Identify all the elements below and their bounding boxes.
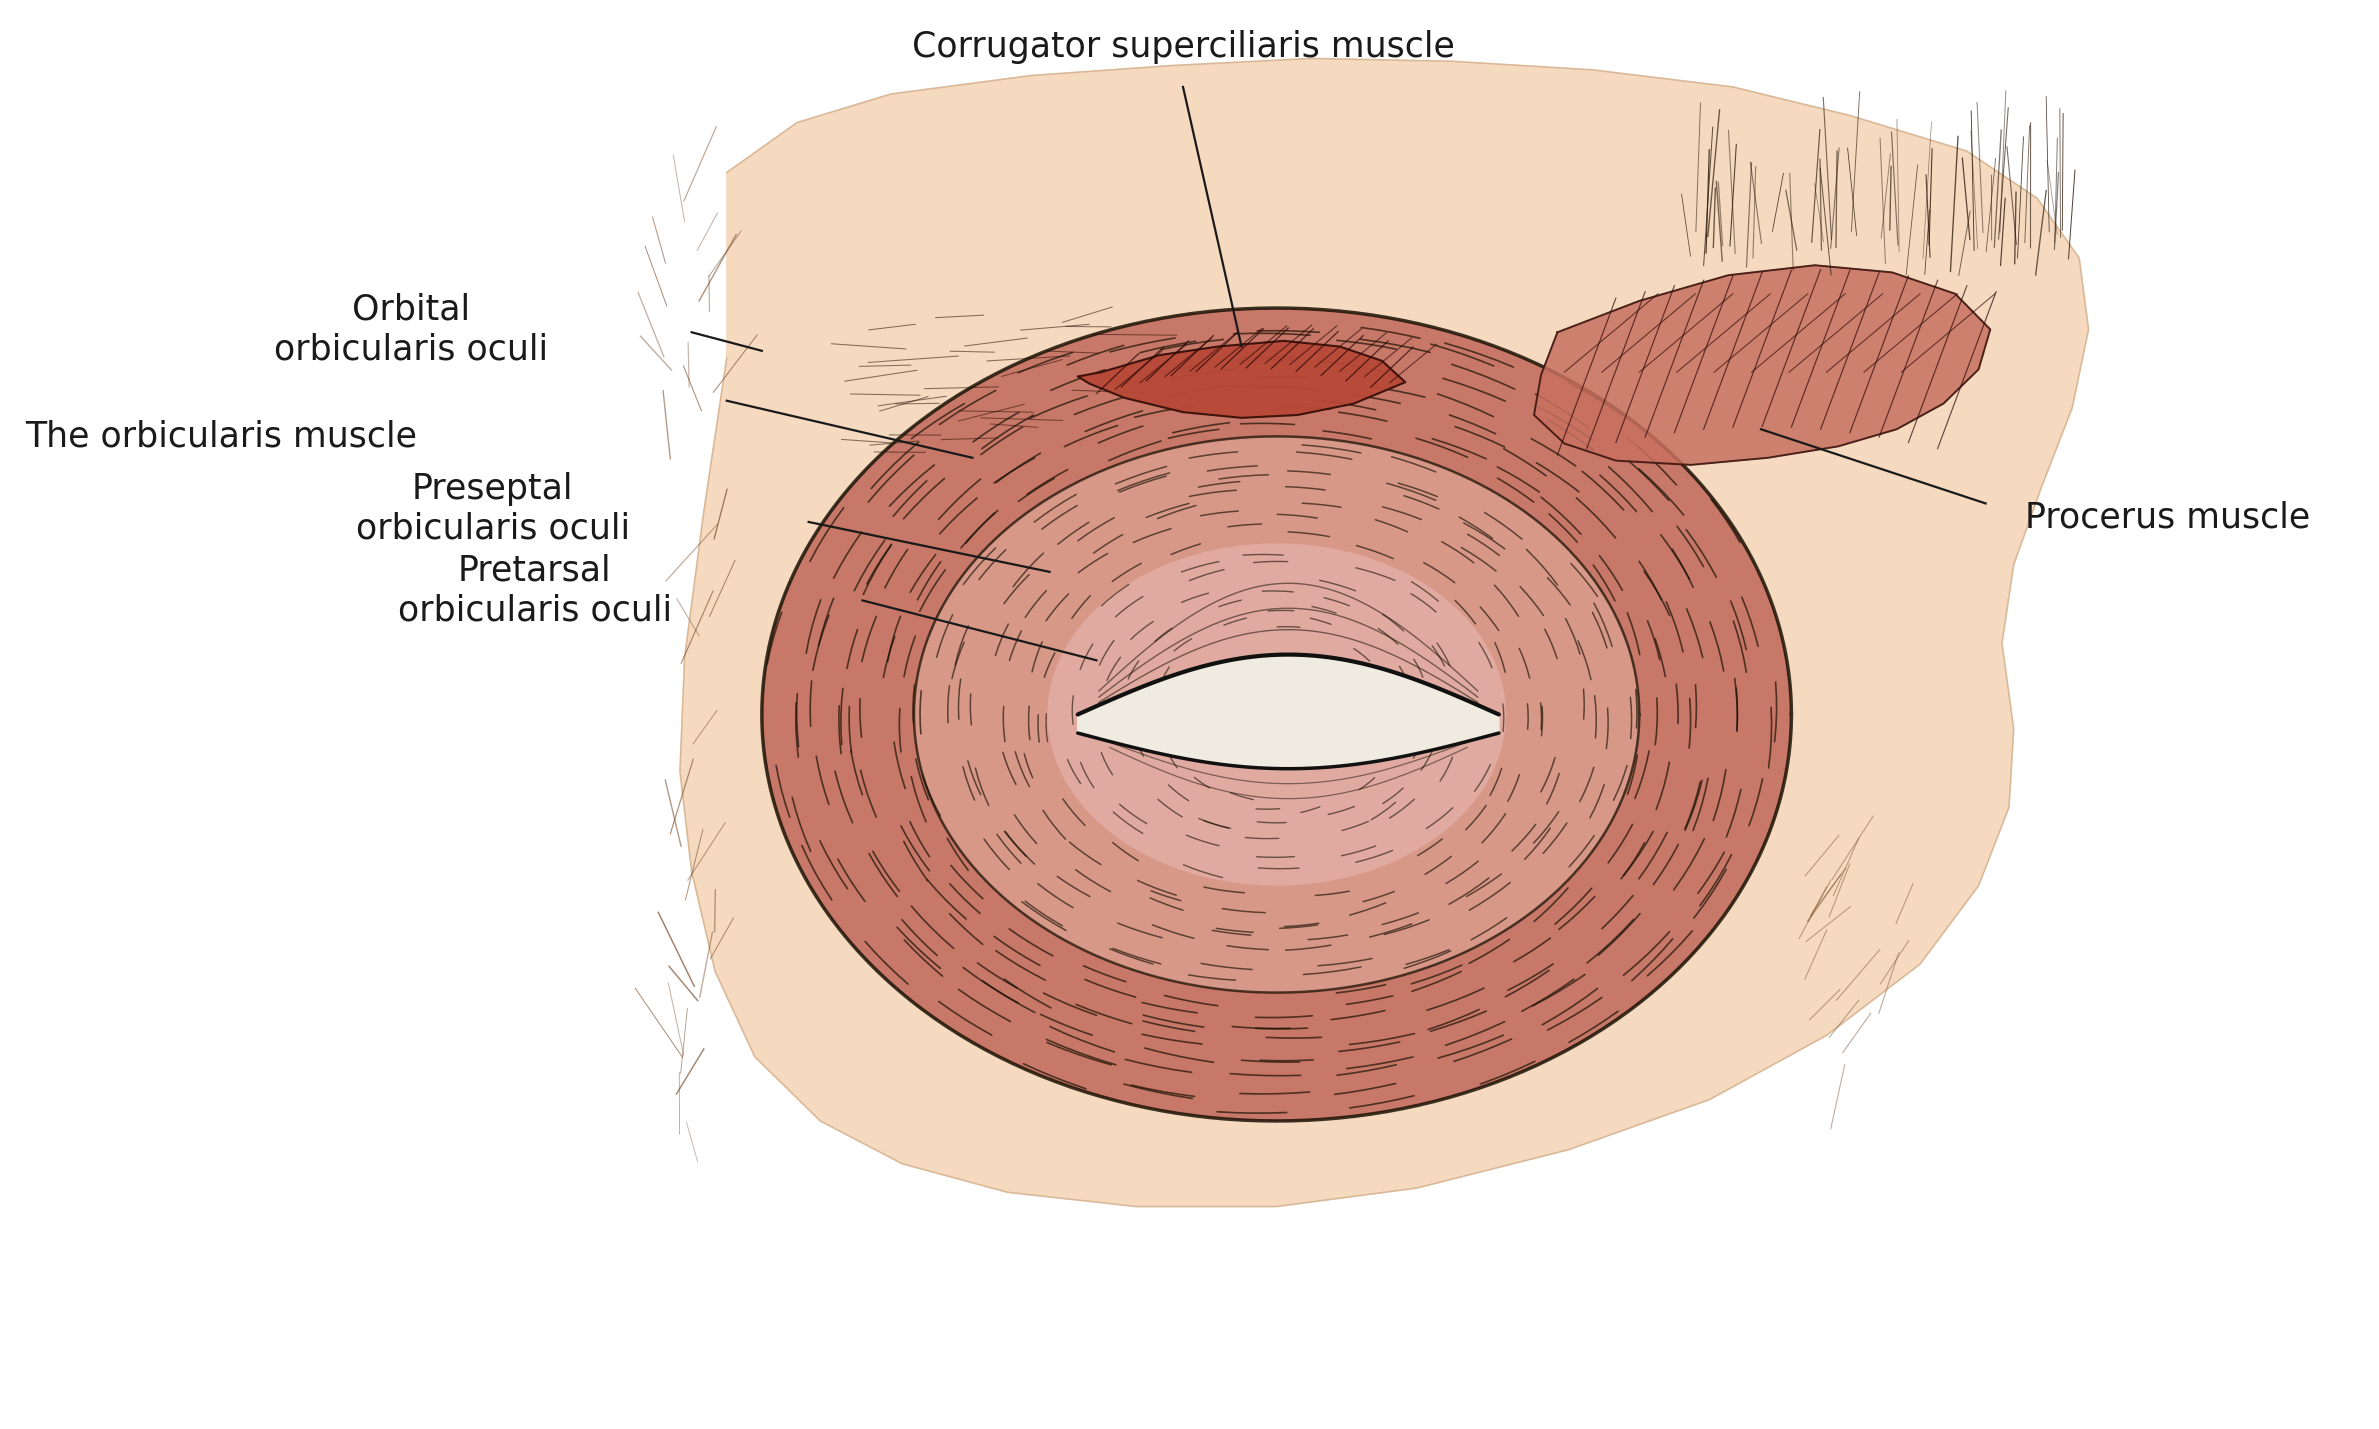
- Polygon shape: [1534, 266, 1991, 464]
- Ellipse shape: [761, 309, 1791, 1120]
- Text: Corrugator superciliaris muscle: Corrugator superciliaris muscle: [911, 30, 1454, 64]
- Polygon shape: [1078, 654, 1499, 769]
- Polygon shape: [680, 59, 2089, 1206]
- Text: The orbicularis muscle: The orbicularis muscle: [24, 419, 416, 453]
- Text: Procerus muscle: Procerus muscle: [2025, 500, 2310, 534]
- Text: Preseptal
orbicularis oculi: Preseptal orbicularis oculi: [357, 473, 630, 546]
- Text: Orbital
orbicularis oculi: Orbital orbicularis oculi: [274, 293, 547, 366]
- Text: Pretarsal
orbicularis oculi: Pretarsal orbicularis oculi: [397, 553, 671, 627]
- Ellipse shape: [914, 436, 1639, 993]
- Polygon shape: [1078, 342, 1406, 417]
- Ellipse shape: [1047, 543, 1506, 886]
